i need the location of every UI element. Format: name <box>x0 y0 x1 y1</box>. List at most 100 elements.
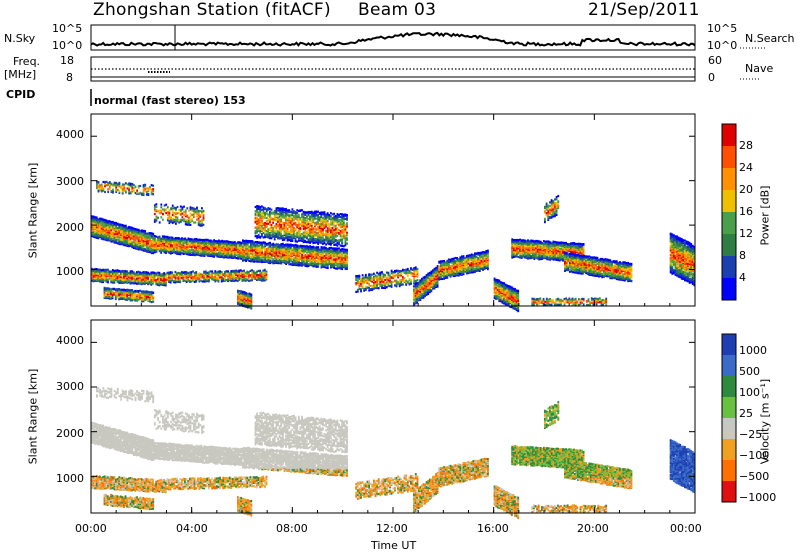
power-cell <box>100 230 103 233</box>
power-cell <box>258 254 260 257</box>
power-cell <box>116 222 119 225</box>
power-cell <box>325 215 327 218</box>
power-cell <box>322 251 324 254</box>
power-cell <box>288 255 291 258</box>
power-cell <box>283 259 286 262</box>
power-cell <box>121 291 124 294</box>
power-cell <box>188 279 191 283</box>
power-cell <box>278 259 281 263</box>
power-cell <box>113 281 116 284</box>
power-cell <box>95 273 98 276</box>
power-cell <box>129 271 132 274</box>
power-cell <box>200 249 203 252</box>
power-cell <box>285 229 287 232</box>
power-cell <box>339 229 342 233</box>
power-cell <box>272 211 274 214</box>
power-cell <box>270 218 273 221</box>
power-cell <box>169 244 172 247</box>
power-cell <box>156 281 159 284</box>
power-cell <box>195 251 198 254</box>
power-cell <box>341 216 344 219</box>
power-cell <box>314 253 316 256</box>
power-cell <box>142 240 145 243</box>
power-cell <box>289 225 292 228</box>
power-cell <box>158 240 161 243</box>
power-cell <box>218 244 220 247</box>
power-cell <box>137 290 140 293</box>
power-cell <box>326 253 329 256</box>
power-cell <box>118 232 121 236</box>
power-cell <box>275 215 278 218</box>
power-cell <box>325 253 328 256</box>
power-cell <box>243 271 245 274</box>
power-cell <box>165 242 167 245</box>
power-cell <box>330 215 332 218</box>
power-cell <box>139 244 142 248</box>
power-cell <box>242 300 244 303</box>
power-cell <box>144 237 146 240</box>
power-cell <box>225 273 228 276</box>
power-cell <box>129 289 132 292</box>
power-cell <box>160 244 163 247</box>
power-cell <box>288 243 291 246</box>
power-cell <box>155 247 158 250</box>
power-cell <box>325 231 327 234</box>
power-cell <box>181 244 183 247</box>
power-cell <box>318 248 321 251</box>
power-cell <box>237 289 239 292</box>
power-cell <box>283 257 286 260</box>
power-cell <box>94 233 96 237</box>
power-cell <box>320 211 323 214</box>
power-cell <box>278 222 281 225</box>
power-cell <box>309 240 311 243</box>
power-cell <box>126 244 129 247</box>
power-cell <box>273 235 276 238</box>
power-cell <box>235 244 238 247</box>
power-cell <box>103 288 106 291</box>
power-cell <box>310 210 313 213</box>
power-cell <box>102 237 105 240</box>
power-cell <box>306 216 308 219</box>
power-cell <box>252 275 255 278</box>
power-cell <box>116 229 119 233</box>
power-cell <box>341 254 344 257</box>
power-cell <box>254 248 257 251</box>
power-cell <box>210 239 212 242</box>
power-cell <box>124 224 127 227</box>
power-cell <box>289 216 292 219</box>
power-cb-tick-24: 24 <box>739 161 753 174</box>
power-cell <box>145 271 148 274</box>
power-cell <box>198 272 201 275</box>
power-cell <box>114 288 117 291</box>
power-cell <box>235 270 237 273</box>
power-cell <box>248 240 251 243</box>
power-cell <box>304 245 307 248</box>
power-cell <box>269 227 271 230</box>
power-cell <box>155 235 158 238</box>
power-cell <box>142 245 145 248</box>
power-cell <box>144 243 146 246</box>
power-cell <box>281 213 284 216</box>
power-cell <box>142 297 145 300</box>
power-cell <box>158 235 161 238</box>
power-cell <box>294 223 297 226</box>
power-cell <box>160 248 163 251</box>
power-cell <box>342 217 345 220</box>
power-cell <box>166 278 169 281</box>
power-cell <box>245 257 247 260</box>
power-cell <box>224 246 227 249</box>
power-cell <box>137 233 140 236</box>
power-cell <box>152 295 155 298</box>
power-cell <box>269 220 271 224</box>
power-cell <box>323 223 326 226</box>
power-cell <box>275 249 278 252</box>
power-cell <box>338 262 340 266</box>
power-cell <box>137 246 140 249</box>
power-cell <box>176 243 179 247</box>
power-cell <box>203 238 206 242</box>
power-cell <box>304 222 307 225</box>
power-cell <box>326 227 329 230</box>
power-cell <box>111 269 114 272</box>
power-cell <box>108 220 111 223</box>
power-cell <box>118 242 121 245</box>
